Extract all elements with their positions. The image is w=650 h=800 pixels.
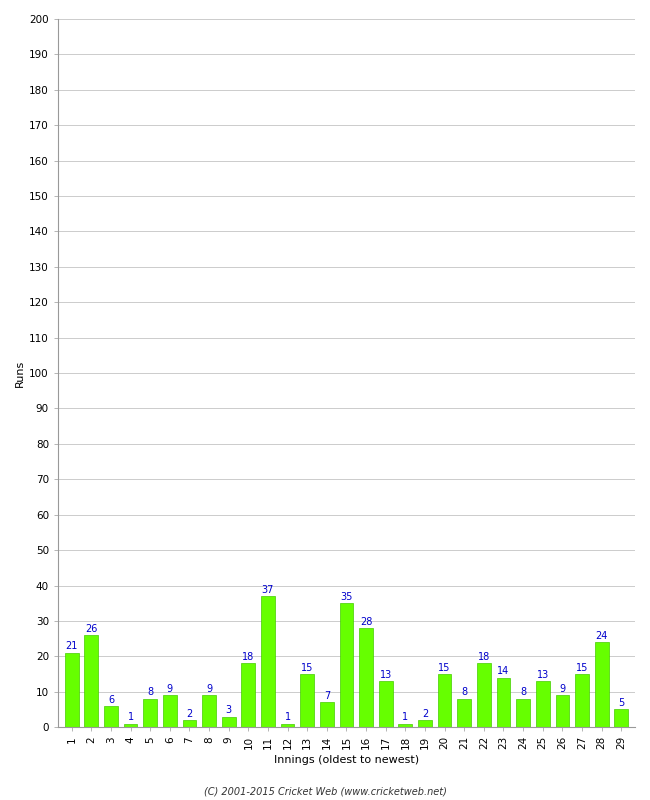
Text: 28: 28 [360, 617, 372, 626]
Text: (C) 2001-2015 Cricket Web (www.cricketweb.net): (C) 2001-2015 Cricket Web (www.cricketwe… [203, 786, 447, 796]
Bar [458, 699, 471, 727]
Text: 37: 37 [262, 585, 274, 594]
Bar [144, 699, 157, 727]
Text: 1: 1 [402, 712, 408, 722]
Bar [497, 678, 510, 727]
Text: 13: 13 [380, 670, 392, 680]
Bar [124, 724, 137, 727]
Text: 8: 8 [147, 687, 153, 698]
Text: 15: 15 [438, 662, 451, 673]
Text: 6: 6 [108, 694, 114, 705]
Text: 9: 9 [167, 684, 173, 694]
Text: 35: 35 [341, 592, 353, 602]
Bar [379, 681, 393, 727]
Bar [222, 717, 235, 727]
Text: 26: 26 [85, 624, 98, 634]
Text: 5: 5 [618, 698, 625, 708]
Bar [437, 674, 452, 727]
Text: 1: 1 [285, 712, 291, 722]
Text: 3: 3 [226, 705, 232, 715]
Bar [320, 702, 333, 727]
Bar [300, 674, 314, 727]
Y-axis label: Runs: Runs [15, 359, 25, 386]
Bar [595, 642, 608, 727]
Text: 8: 8 [520, 687, 526, 698]
Text: 21: 21 [66, 642, 78, 651]
Bar [104, 706, 118, 727]
Text: 1: 1 [127, 712, 134, 722]
Text: 2: 2 [422, 709, 428, 718]
Bar [359, 628, 373, 727]
Text: 2: 2 [187, 709, 192, 718]
Text: 15: 15 [576, 662, 588, 673]
Bar [261, 596, 275, 727]
Bar [163, 695, 177, 727]
Text: 18: 18 [242, 652, 254, 662]
Text: 9: 9 [559, 684, 566, 694]
Text: 7: 7 [324, 691, 330, 701]
Bar [398, 724, 412, 727]
Bar [65, 653, 79, 727]
Bar [477, 663, 491, 727]
Text: 18: 18 [478, 652, 490, 662]
Bar [418, 720, 432, 727]
Text: 9: 9 [206, 684, 212, 694]
Bar [556, 695, 569, 727]
Bar [183, 720, 196, 727]
Bar [202, 695, 216, 727]
Bar [614, 710, 628, 727]
Bar [84, 635, 98, 727]
Text: 13: 13 [537, 670, 549, 680]
Bar [516, 699, 530, 727]
Text: 8: 8 [462, 687, 467, 698]
Bar [575, 674, 589, 727]
Bar [241, 663, 255, 727]
Text: 14: 14 [497, 666, 510, 676]
Bar [536, 681, 550, 727]
X-axis label: Innings (oldest to newest): Innings (oldest to newest) [274, 755, 419, 765]
Text: 15: 15 [301, 662, 313, 673]
Text: 24: 24 [595, 630, 608, 641]
Bar [281, 724, 294, 727]
Bar [339, 603, 354, 727]
